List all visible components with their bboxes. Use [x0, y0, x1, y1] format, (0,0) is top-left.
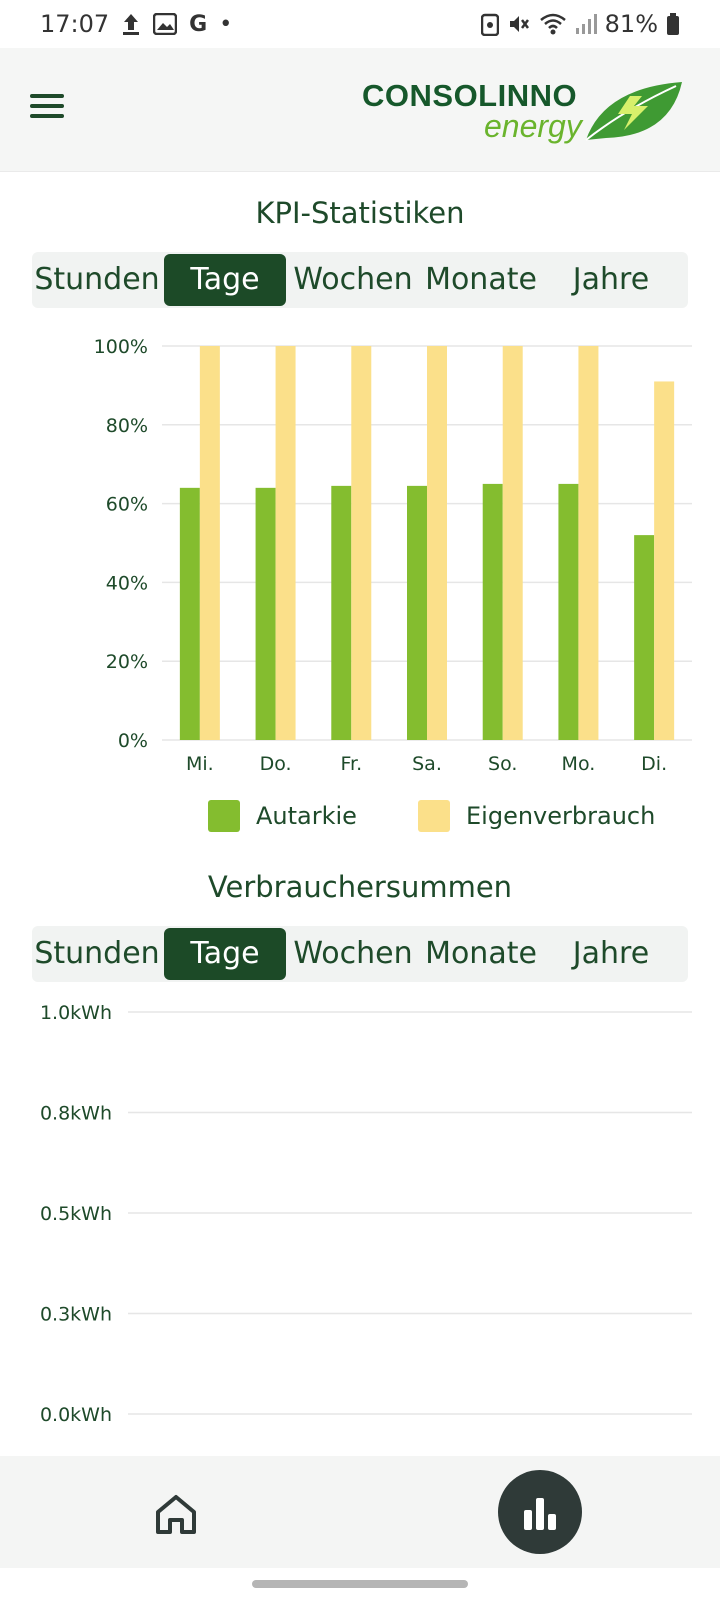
bottom-navigation: [0, 1456, 720, 1568]
image-icon: [153, 13, 178, 35]
dot-icon: •: [219, 11, 233, 37]
logo-subtitle: energy: [484, 108, 582, 144]
leaf-logo-icon: [585, 82, 682, 141]
legend-item-eigenverbrauch[interactable]: Eigenverbrauch: [418, 800, 655, 832]
consumers-tab-wochen[interactable]: Wochen: [293, 936, 413, 971]
consumers-y-tick-label: 0.5kWh: [40, 1203, 112, 1225]
consumers-chart: 0.0kWh 0.3kWh 0.5kWh 0.8kWh 1.0kWh: [0, 996, 720, 1456]
kpi-y-tick-label: 80%: [106, 415, 148, 437]
consumers-tab-jahre[interactable]: Jahre: [572, 936, 650, 971]
legend-label-eigenverbrauch: Eigenverbrauch: [466, 802, 656, 830]
kpi-y-tick-label: 100%: [94, 336, 148, 358]
kpi-bar-chart: 0% 20% 40% 60% 80% 100% Mi. Do. Fr. Sa. So. Mo. Di.: [0, 320, 720, 790]
mute-icon: [509, 16, 529, 32]
kpi-tab-tage[interactable]: Tage: [164, 254, 286, 306]
consumers-title: Verbrauchersummen: [207, 870, 513, 904]
kpi-bar-eigenverbrauch-mo[interactable]: [578, 346, 599, 740]
kpi-bar-autarkie-di[interactable]: [634, 535, 655, 740]
status-time: 17:07: [40, 10, 110, 38]
consumers-period-tabs: Stunden Tage Wochen Monate Jahre: [32, 926, 688, 982]
kpi-tab-stunden[interactable]: Stunden: [34, 262, 160, 297]
autarkie-swatch: [208, 800, 240, 832]
kpi-legend: Autarkie Eigenverbrauch: [0, 800, 720, 840]
consumers-chart-svg: 0.0kWh 0.3kWh 0.5kWh 0.8kWh 1.0kWh: [40, 1002, 692, 1426]
google-icon: G: [189, 11, 208, 37]
battery-percent: 81%: [604, 10, 658, 38]
kpi-chart-svg: 0% 20% 40% 60% 80% 100% Mi. Do. Fr. Sa. So. Mo. Di.: [94, 336, 692, 775]
kpi-bar-eigenverbrauch-do[interactable]: [275, 346, 296, 740]
kpi-bar-autarkie-do[interactable]: [255, 487, 276, 740]
hamburger-menu-icon[interactable]: [30, 94, 64, 122]
app-header: CONSOLINNO energy: [0, 48, 720, 172]
status-bar: 17:07 G • 81%: [0, 0, 720, 48]
kpi-x-tick-label: So.: [488, 753, 517, 775]
upload-icon: [123, 14, 140, 35]
kpi-bar-autarkie-mi[interactable]: [179, 487, 200, 740]
legend-item-autarkie[interactable]: Autarkie: [208, 800, 357, 832]
consumers-y-tick-label: 0.0kWh: [40, 1404, 112, 1426]
kpi-bar-eigenverbrauch-sa[interactable]: [427, 346, 447, 740]
kpi-x-tick-label: Do.: [260, 753, 292, 775]
consumers-tab-tage[interactable]: Tage: [164, 928, 286, 980]
bar-chart-glyph: [524, 1498, 556, 1530]
kpi-bar-eigenverbrauch-fr[interactable]: [351, 346, 372, 740]
consumers-tab-monate[interactable]: Monate: [425, 936, 537, 971]
consumers-y-tick-label: 1.0kWh: [40, 1002, 112, 1024]
kpi-tab-wochen[interactable]: Wochen: [293, 262, 413, 297]
consumers-tab-stunden[interactable]: Stunden: [34, 936, 160, 971]
eigenverbrauch-swatch: [418, 800, 450, 832]
home-indicator[interactable]: [252, 1580, 468, 1588]
legend-label-autarkie: Autarkie: [256, 802, 357, 830]
kpi-y-tick-label: 20%: [106, 651, 148, 673]
kpi-bar-autarkie-fr[interactable]: [331, 485, 352, 740]
kpi-y-tick-label: 40%: [106, 572, 148, 594]
kpi-x-tick-label: Di.: [641, 753, 667, 775]
consumers-y-tick-label: 0.3kWh: [40, 1304, 112, 1326]
consolinno-logo: CONSOLINNO energy: [362, 78, 692, 148]
kpi-tab-monate[interactable]: Monate: [425, 262, 537, 297]
kpi-bar-eigenverbrauch-di[interactable]: [654, 381, 675, 740]
kpi-bar-autarkie-mo[interactable]: [558, 483, 579, 740]
consumers-y-tick-label: 0.8kWh: [40, 1103, 112, 1125]
wifi-icon: [539, 13, 566, 35]
signal-icon: [575, 14, 597, 34]
kpi-x-tick-label: Mi.: [186, 753, 214, 775]
bar-chart-icon[interactable]: [498, 1470, 582, 1554]
kpi-bar-autarkie-sa[interactable]: [407, 485, 427, 740]
logo-wordmark: CONSOLINNO: [362, 78, 578, 113]
nfc-icon: [480, 13, 499, 36]
kpi-x-tick-label: Mo.: [562, 753, 596, 775]
kpi-x-tick-label: Sa.: [412, 753, 442, 775]
kpi-tab-jahre[interactable]: Jahre: [572, 262, 650, 297]
kpi-bar-autarkie-so[interactable]: [482, 483, 503, 740]
kpi-x-tick-label: Fr.: [340, 753, 362, 775]
kpi-title: KPI-Statistiken: [255, 196, 465, 230]
home-icon[interactable]: [154, 1492, 198, 1536]
kpi-bar-eigenverbrauch-so[interactable]: [502, 346, 523, 740]
kpi-period-tabs: Stunden Tage Wochen Monate Jahre: [32, 252, 688, 308]
battery-icon: [667, 13, 679, 35]
kpi-y-tick-label: 60%: [106, 494, 148, 516]
kpi-bar-eigenverbrauch-mi[interactable]: [199, 346, 220, 740]
kpi-y-tick-label: 0%: [118, 730, 148, 752]
